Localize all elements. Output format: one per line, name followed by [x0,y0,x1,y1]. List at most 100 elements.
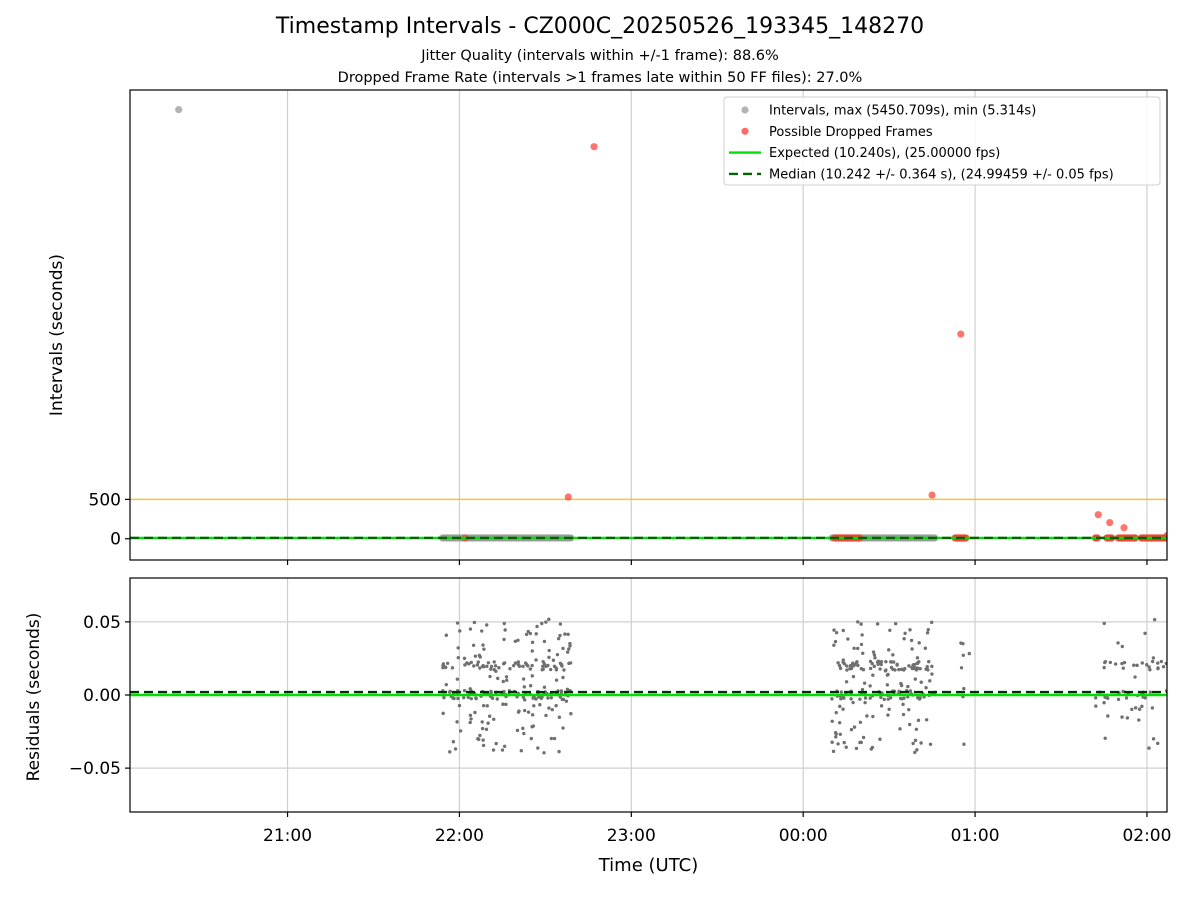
residual-point [497,666,501,670]
residual-point [493,664,498,668]
residual-point [542,751,546,755]
residual-point [1151,656,1156,660]
residual-point [526,710,531,714]
residual-point [879,662,883,667]
residual-point [515,728,520,733]
residual-point [478,666,482,670]
dropped-frame-point-6 [1094,511,1102,519]
residual-point [1116,697,1121,702]
residual-point [480,726,485,731]
residual-point [480,629,484,633]
residual-point [851,674,856,679]
residual-point [851,700,855,705]
residual-point [916,718,921,723]
residual-point [1135,663,1139,668]
residual-point [888,696,893,700]
residual-point [554,666,558,670]
residual-point [849,727,854,732]
residual-point [467,662,471,666]
residual-point [967,651,971,656]
residual-point [1144,663,1149,667]
residual-point [879,704,884,708]
residual-point [528,684,533,688]
residual-point [927,659,931,664]
residual-point [868,666,873,671]
residual-point [1141,695,1145,699]
residual-point [558,661,563,665]
residual-point [529,736,534,741]
residual-point [830,719,834,723]
residual-point [468,627,473,631]
dropped-frame-point-8 [1120,524,1128,532]
residual-point [844,680,849,684]
residual-point [557,749,561,754]
x-axis-label: Time (UTC) [598,855,699,876]
residual-point [888,660,893,664]
residual-point [852,725,857,729]
residual-point [472,620,477,625]
residual-point [546,663,550,668]
residual-point [841,707,845,711]
residual-point [541,664,545,668]
residual-point [838,704,842,709]
residual-point [441,664,446,668]
residuals-plot-area [130,578,1167,812]
residual-point [830,740,834,744]
residual-point [836,661,840,665]
residual-point [456,696,460,701]
residual-point [561,646,565,651]
residual-point [1120,661,1124,666]
residual-point [915,666,919,670]
residual-point [848,664,853,668]
residual-point [925,631,930,635]
bottom-ytick-label-1: 0.00 [83,686,121,706]
residual-point [481,738,485,742]
residual-point [489,664,494,669]
residual-point [513,661,518,665]
residual-point [871,714,875,719]
xtick-label-3: 00:00 [779,826,828,846]
residual-point [1156,666,1160,671]
residual-point [902,696,906,700]
residual-point [542,639,547,644]
residual-point [885,683,890,687]
residual-point [962,742,966,746]
residual-point [861,651,865,656]
residual-point [891,653,895,657]
residual-point [1103,736,1107,741]
residual-point [530,640,535,645]
residual-point [882,697,886,702]
residual-point [898,727,902,731]
residual-point [523,698,527,702]
residual-point [917,641,921,645]
residual-point [1124,696,1129,700]
residual-point [895,663,899,667]
residual-point [530,674,534,678]
residual-point [912,662,917,667]
residual-point [462,688,467,693]
residual-point [930,664,934,669]
residual-point [521,726,525,731]
residual-point [924,718,929,722]
residual-point [448,750,452,754]
residual-point [878,737,882,741]
residual-point [869,747,873,751]
residual-point [544,713,548,718]
residual-point [453,747,458,751]
residual-point [474,696,478,701]
dropped-frame-point-4 [957,330,965,338]
residual-point [1120,715,1124,719]
residual-point [842,740,846,745]
residual-point [959,666,964,670]
residual-point [549,736,554,741]
residual-point [554,704,558,708]
residual-point [468,713,473,717]
residual-point [901,712,906,717]
residual-point [1140,661,1144,665]
xtick-label-5: 02:00 [1122,826,1171,846]
residual-point [1125,716,1130,720]
residual-point [914,727,919,731]
legend-marker-dropped [741,127,749,135]
residual-point [1121,689,1125,694]
top-ytick-label-1: 500 [89,490,121,510]
